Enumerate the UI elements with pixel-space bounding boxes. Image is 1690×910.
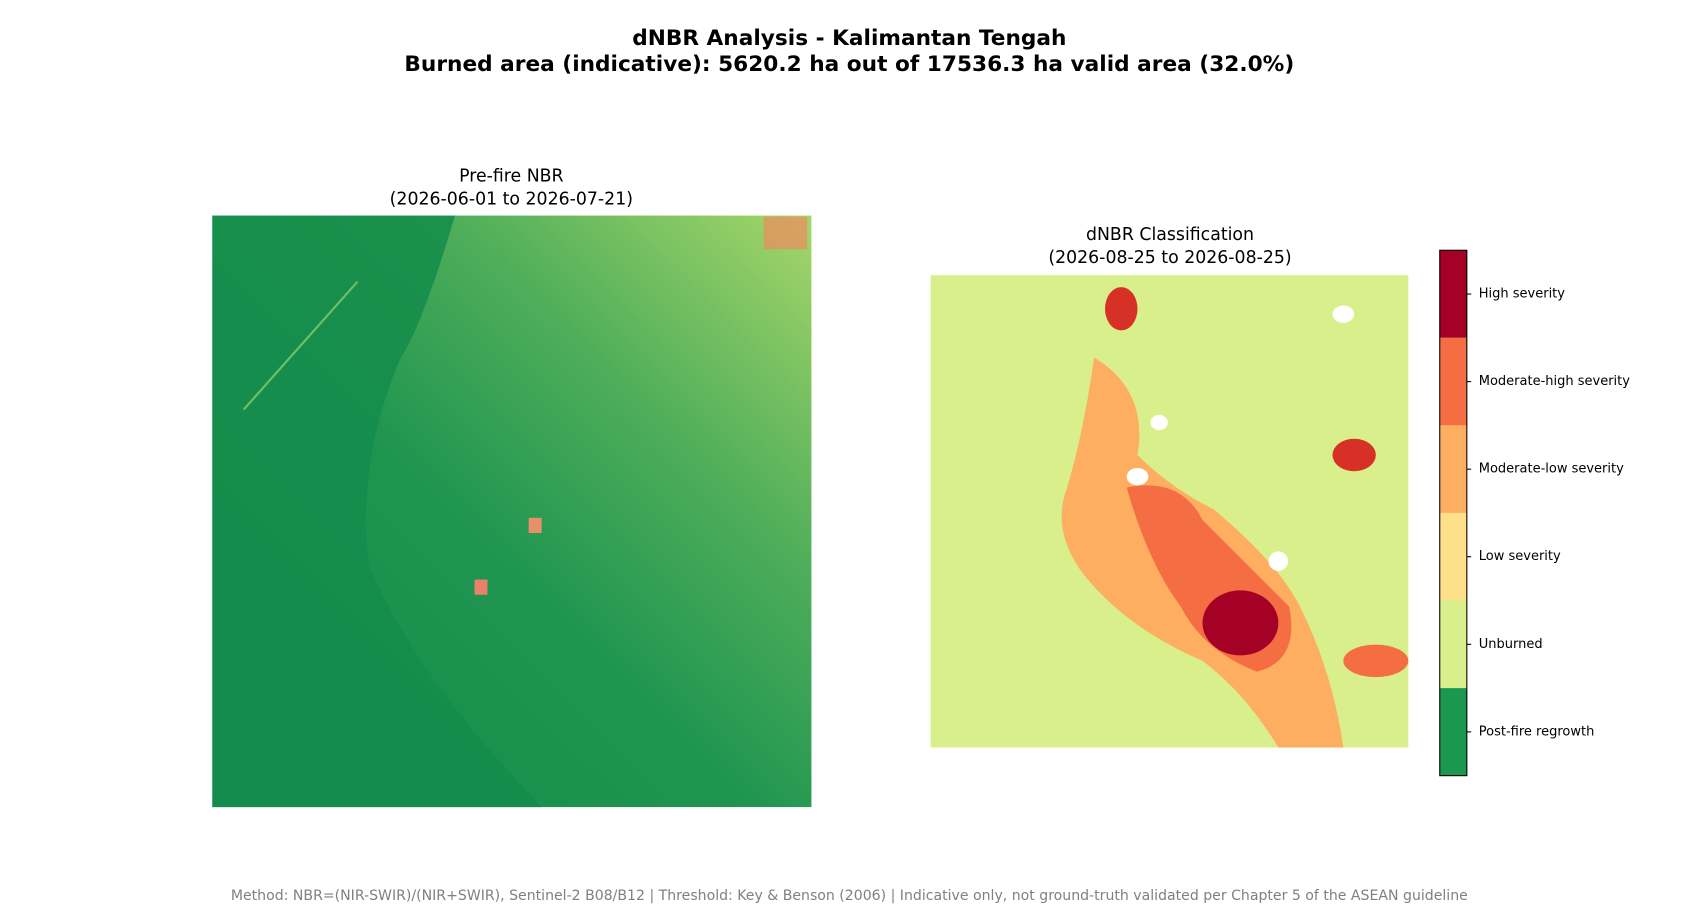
colorbar-label: Unburned [1479, 637, 1543, 652]
colorbar-label: Moderate-high severity [1479, 374, 1631, 389]
colorbar-label: Moderate-low severity [1479, 462, 1624, 477]
colorbar-segment [1439, 688, 1467, 776]
colorbar-label: Post-fire regrowth [1479, 724, 1595, 739]
subtitle: Burned area (indicative): 5620.2 ha out … [404, 52, 1294, 77]
panel-subtitle: (2026-08-25 to 2026-08-25) [1048, 248, 1291, 268]
colorbar-segment [1439, 337, 1467, 426]
prefire-image [212, 215, 812, 808]
dnbr-image [930, 275, 1409, 748]
colorbar-segment [1439, 250, 1467, 338]
colorbar-label: Low severity [1479, 549, 1561, 564]
colorbar-label: High severity [1479, 287, 1566, 302]
colorbar: High severity Moderate-high severity Moder… [1439, 249, 1631, 777]
colorbar-segment [1439, 600, 1467, 689]
colorbar-frame [1439, 249, 1468, 777]
footnote: Method: NBR=(NIR-SWIR)/(NIR+SWIR), Senti… [231, 888, 1468, 904]
panel-title: Pre-fire NBR [459, 167, 564, 187]
colorbar-segment [1439, 512, 1467, 601]
panel-subtitle: (2026-06-01 to 2026-07-21) [390, 189, 633, 209]
title: dNBR Analysis - Kalimantan Tengah [632, 26, 1066, 51]
colorbar-segment [1439, 425, 1467, 513]
panel-title: dNBR Classification [1086, 225, 1254, 245]
